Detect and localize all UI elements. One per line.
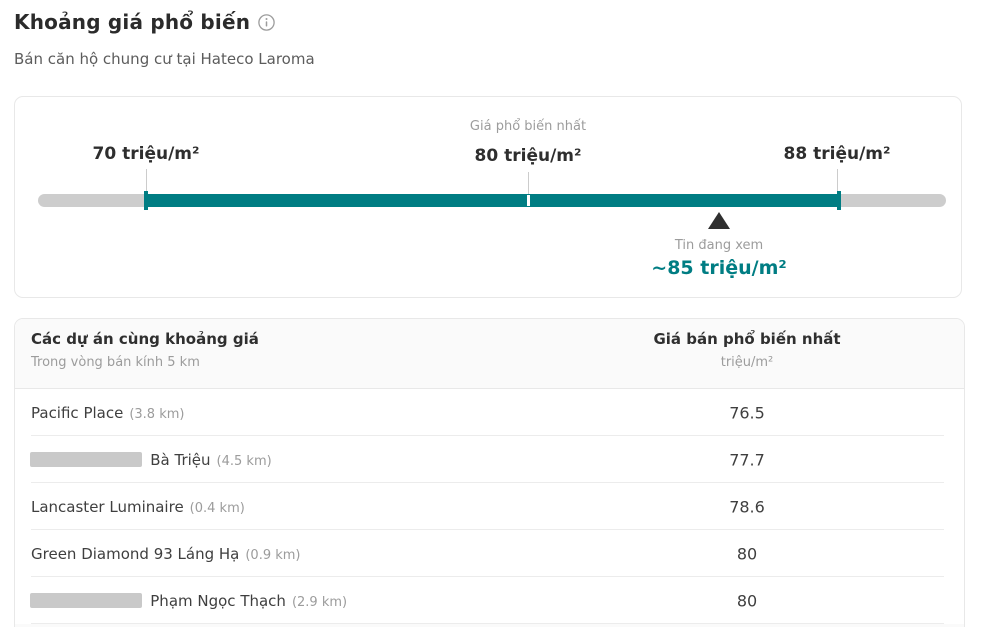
price-value: 77.7: [729, 450, 765, 469]
project-name: Bà Triệu: [150, 450, 211, 469]
projects-column-header: Các dự án cùng khoảng giá Trong vòng bán…: [31, 330, 259, 370]
project-distance: (2.9 km): [291, 594, 348, 610]
table-row[interactable]: Lancaster Luminaire (0.4 km) 78.6: [15, 483, 964, 530]
min-price-label: 70 triệu/m²: [92, 144, 200, 164]
project-name-cell: VBà Triệu(4.5 km): [30, 450, 272, 469]
mode-price-caption: Giá phổ biến nhất: [469, 119, 587, 134]
price-value: 76.5: [729, 403, 765, 422]
project-name-cell: Lancaster Luminaire (0.4 km): [31, 498, 245, 516]
project-rows: Pacific Place(3.8 km)76.5VBà Triệu(4.5 k…: [15, 389, 964, 624]
min-price-tick: [144, 191, 148, 210]
project-name-cell: Pacific Place (3.8 km): [31, 404, 184, 422]
page-title: Khoảng giá phổ biến: [14, 10, 315, 34]
row-divider: [31, 576, 944, 577]
price-value: 80: [736, 591, 758, 610]
min-tick-line: [146, 169, 147, 191]
redacted-name-block: [30, 593, 143, 608]
mode-tick-line: [528, 172, 529, 194]
price-column-title: Giá bán phổ biến nhất: [653, 330, 841, 348]
project-name: Green Diamond 93 Láng Hạ: [31, 544, 240, 563]
info-icon[interactable]: [258, 13, 275, 31]
projects-column-title: Các dự án cùng khoảng giá: [31, 330, 259, 348]
projects-column-subtitle: Trong vòng bán kính 5 km: [31, 355, 200, 370]
current-listing-price: ~85 triệu/m²: [651, 257, 787, 279]
current-listing-caption: Tin đang xem: [674, 238, 764, 253]
project-distance: (3.8 km): [129, 406, 185, 422]
current-listing-marker-icon: [708, 212, 730, 229]
page-title-text: Khoảng giá phổ biến: [14, 10, 251, 34]
page-subtitle: Bán căn hộ chung cư tại Hateco Laroma: [14, 50, 315, 68]
table-row[interactable]: Pacific Place (3.8 km) 76.5: [15, 389, 964, 436]
max-price-label: 88 triệu/m²: [783, 144, 891, 164]
table-row[interactable]: VBà Triệu(4.5 km)77.7: [15, 436, 964, 483]
project-name: Pacific Place: [31, 403, 124, 422]
project-name-cell: Green Diamond 93 Láng Hạ (0.9 km): [31, 545, 301, 563]
price-range-card: Giá phổ biến nhất 70 triệu/m² 80 triệu/m…: [14, 96, 962, 298]
project-distance: (4.5 km): [216, 453, 272, 469]
mode-price-tick: [527, 195, 530, 206]
price-range-fill: [144, 194, 841, 207]
price-column-header: Giá bán phổ biến nhất triệu/m²: [653, 330, 840, 370]
project-distance: (0.9 km): [245, 547, 301, 563]
project-name: Phạm Ngọc Thạch: [150, 591, 286, 610]
max-price-tick: [837, 191, 841, 210]
table-row[interactable]: Green Diamond 93 Láng Hạ (0.9 km) 80: [15, 530, 964, 577]
widget-header: Khoảng giá phổ biến Bán căn hộ chung cư …: [14, 10, 315, 68]
redacted-name-block: [30, 452, 143, 467]
project-name: Lancaster Luminaire: [31, 497, 184, 516]
mode-price-label: 80 triệu/m²: [474, 146, 582, 166]
table-row[interactable]: VPhạm Ngọc Thạch(2.9 km)80: [15, 577, 964, 624]
row-divider: [31, 435, 944, 436]
price-column-unit: triệu/m²: [720, 355, 774, 370]
table-footer: [15, 624, 964, 627]
row-divider: [31, 623, 944, 624]
row-divider: [31, 529, 944, 530]
project-name-cell: VPhạm Ngọc Thạch(2.9 km): [30, 591, 348, 610]
project-distance: (0.4 km): [189, 500, 245, 516]
price-value: 78.6: [729, 497, 765, 516]
row-divider: [31, 482, 944, 483]
similar-projects-card: Các dự án cùng khoảng giá Trong vòng bán…: [14, 318, 965, 627]
max-tick-line: [837, 169, 838, 191]
price-value: 80: [736, 544, 758, 563]
table-header: Các dự án cùng khoảng giá Trong vòng bán…: [15, 319, 964, 389]
